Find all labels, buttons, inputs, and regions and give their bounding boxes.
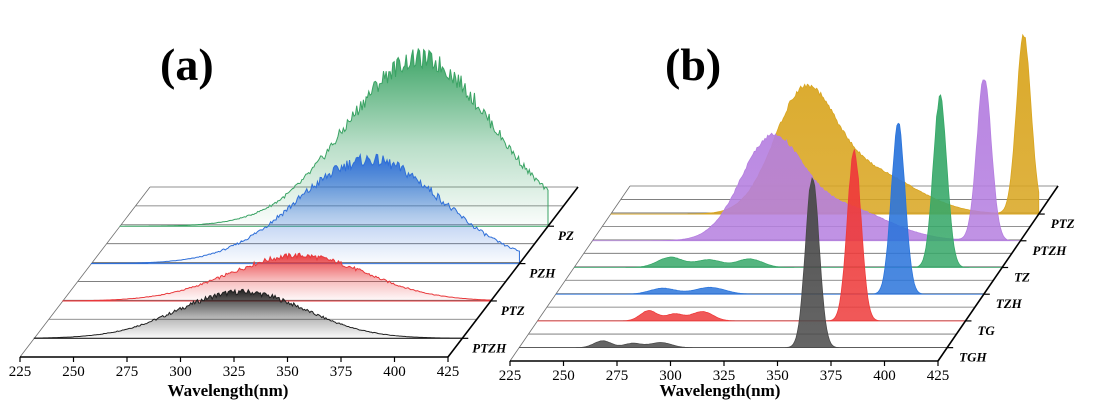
series-tz-area bbox=[574, 94, 1003, 268]
series-ptz-area bbox=[62, 252, 492, 302]
series-ptz-area bbox=[610, 33, 1040, 215]
depth-axis-line bbox=[937, 185, 1059, 362]
x-tick-label: 250 bbox=[62, 364, 85, 380]
x-tick-label: 425 bbox=[437, 364, 460, 380]
x-tick-label: 300 bbox=[659, 368, 682, 384]
panel-a-x-ticks: 225 250 275 300 325 350 375 400 425 bbox=[9, 357, 460, 380]
x-tick-label: 425 bbox=[927, 368, 950, 384]
panel-a-series bbox=[33, 47, 549, 339]
panel-a-label: (a) bbox=[160, 39, 214, 90]
x-tick-label: 400 bbox=[383, 364, 406, 380]
x-tick-label: 225 bbox=[9, 364, 32, 380]
x-tick-label: 325 bbox=[223, 364, 246, 380]
panel-b-x-axis-title: Wavelength(nm) bbox=[660, 381, 781, 400]
panel-a-x-axis-title: Wavelength(nm) bbox=[168, 381, 289, 400]
series-label-ptz: PTZ bbox=[501, 303, 525, 318]
series-label-tg: TG bbox=[977, 323, 995, 338]
panel-a-series-labels: PTZH PTZ PZH PZ bbox=[462, 225, 574, 355]
plane-edge-left bbox=[509, 185, 631, 362]
x-tick-label: 350 bbox=[766, 368, 789, 384]
panel-b: (b) 225 250 275 300 325 350 375 400 425 TGH TGTZH… bbox=[499, 33, 1075, 400]
x-tick-label: 325 bbox=[713, 368, 736, 384]
series-label-ptz: PTZ bbox=[1051, 216, 1075, 231]
series-label-ptzh: PTZH bbox=[1032, 243, 1067, 258]
panel-b-label: (b) bbox=[665, 39, 721, 90]
series-pz-area bbox=[119, 47, 549, 227]
series-label-ptzh: PTZH bbox=[472, 340, 507, 355]
series-tgh-area bbox=[519, 176, 948, 349]
series-label-pz: PZ bbox=[558, 228, 574, 243]
x-tick-label: 250 bbox=[552, 368, 575, 384]
x-tick-label: 375 bbox=[820, 368, 843, 384]
x-tick-label: 375 bbox=[330, 364, 353, 380]
series-label-tz: TZ bbox=[1014, 269, 1030, 284]
x-tick-label: 400 bbox=[873, 368, 896, 384]
panel-b-x-ticks: 225 250 275 300 325 350 375 400 425 bbox=[499, 361, 950, 384]
x-tick-label: 300 bbox=[169, 364, 192, 380]
panel-a: (a) 225 250 275 300 325 350 375 400 425 PTZHPTZP… bbox=[9, 39, 579, 400]
depth-axis-line bbox=[447, 186, 579, 358]
series-label-tgh: TGH bbox=[959, 350, 987, 365]
series-label-pzh: PZH bbox=[529, 266, 556, 281]
panel-b-series bbox=[519, 33, 1040, 349]
x-tick-label: 275 bbox=[116, 364, 139, 380]
x-tick-label: 350 bbox=[276, 364, 299, 380]
series-pzh-area bbox=[90, 153, 520, 265]
series-tzh-area bbox=[555, 122, 984, 295]
plane-edge-left bbox=[19, 186, 151, 358]
series-tg-area bbox=[537, 149, 966, 322]
x-tick-label: 275 bbox=[606, 368, 629, 384]
series-label-tzh: TZH bbox=[996, 296, 1023, 311]
series-ptzh-area bbox=[33, 288, 463, 339]
x-tick-label: 225 bbox=[499, 368, 522, 384]
